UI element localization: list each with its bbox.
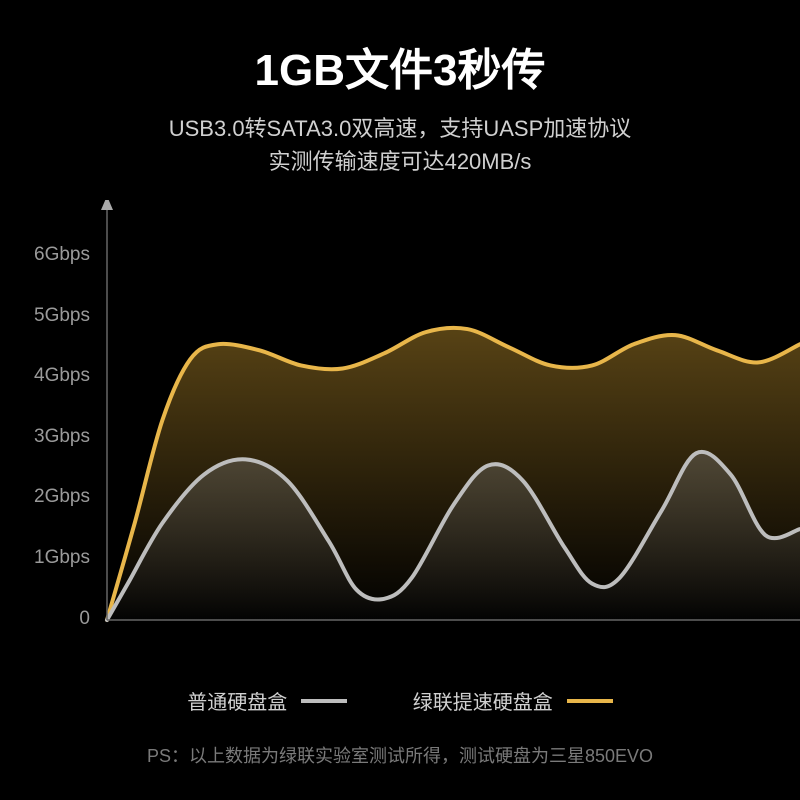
y-tick-label: 3Gbps [0, 426, 90, 448]
footnote: PS：以上数据为绿联实验室测试所得，测试硬盘为三星850EVO [0, 742, 800, 768]
speed-chart: 0 1Gbps 2Gbps 3Gbps 4Gbps 5Gbps 6Gbps [0, 200, 800, 660]
legend-item-ugreen: 绿联提速硬盘盒 [413, 686, 613, 715]
legend-label-normal: 普通硬盘盒 [187, 686, 287, 715]
chart-legend: 普通硬盘盒 绿联提速硬盘盒 [0, 686, 800, 715]
legend-item-normal: 普通硬盘盒 [187, 686, 347, 715]
y-tick-label: 0 [0, 608, 90, 630]
chart-svg [0, 200, 800, 660]
subtitle-line2: 实测传输速度可达420MB/s [269, 149, 532, 174]
legend-swatch-ugreen [567, 699, 613, 703]
subtitle: USB3.0转SATA3.0双高速，支持UASP加速协议 实测传输速度可达420… [0, 112, 800, 178]
y-tick-label: 4Gbps [0, 365, 90, 387]
y-axis-arrow-icon [101, 200, 113, 210]
y-tick-label: 2Gbps [0, 486, 90, 508]
y-tick-label: 6Gbps [0, 244, 90, 266]
subtitle-line1: USB3.0转SATA3.0双高速，支持UASP加速协议 [169, 116, 632, 141]
legend-swatch-normal [301, 699, 347, 703]
page-title: 1GB文件3秒传 [0, 0, 800, 98]
y-tick-label: 5Gbps [0, 305, 90, 327]
legend-label-ugreen: 绿联提速硬盘盒 [413, 686, 553, 715]
y-tick-label: 1Gbps [0, 547, 90, 569]
